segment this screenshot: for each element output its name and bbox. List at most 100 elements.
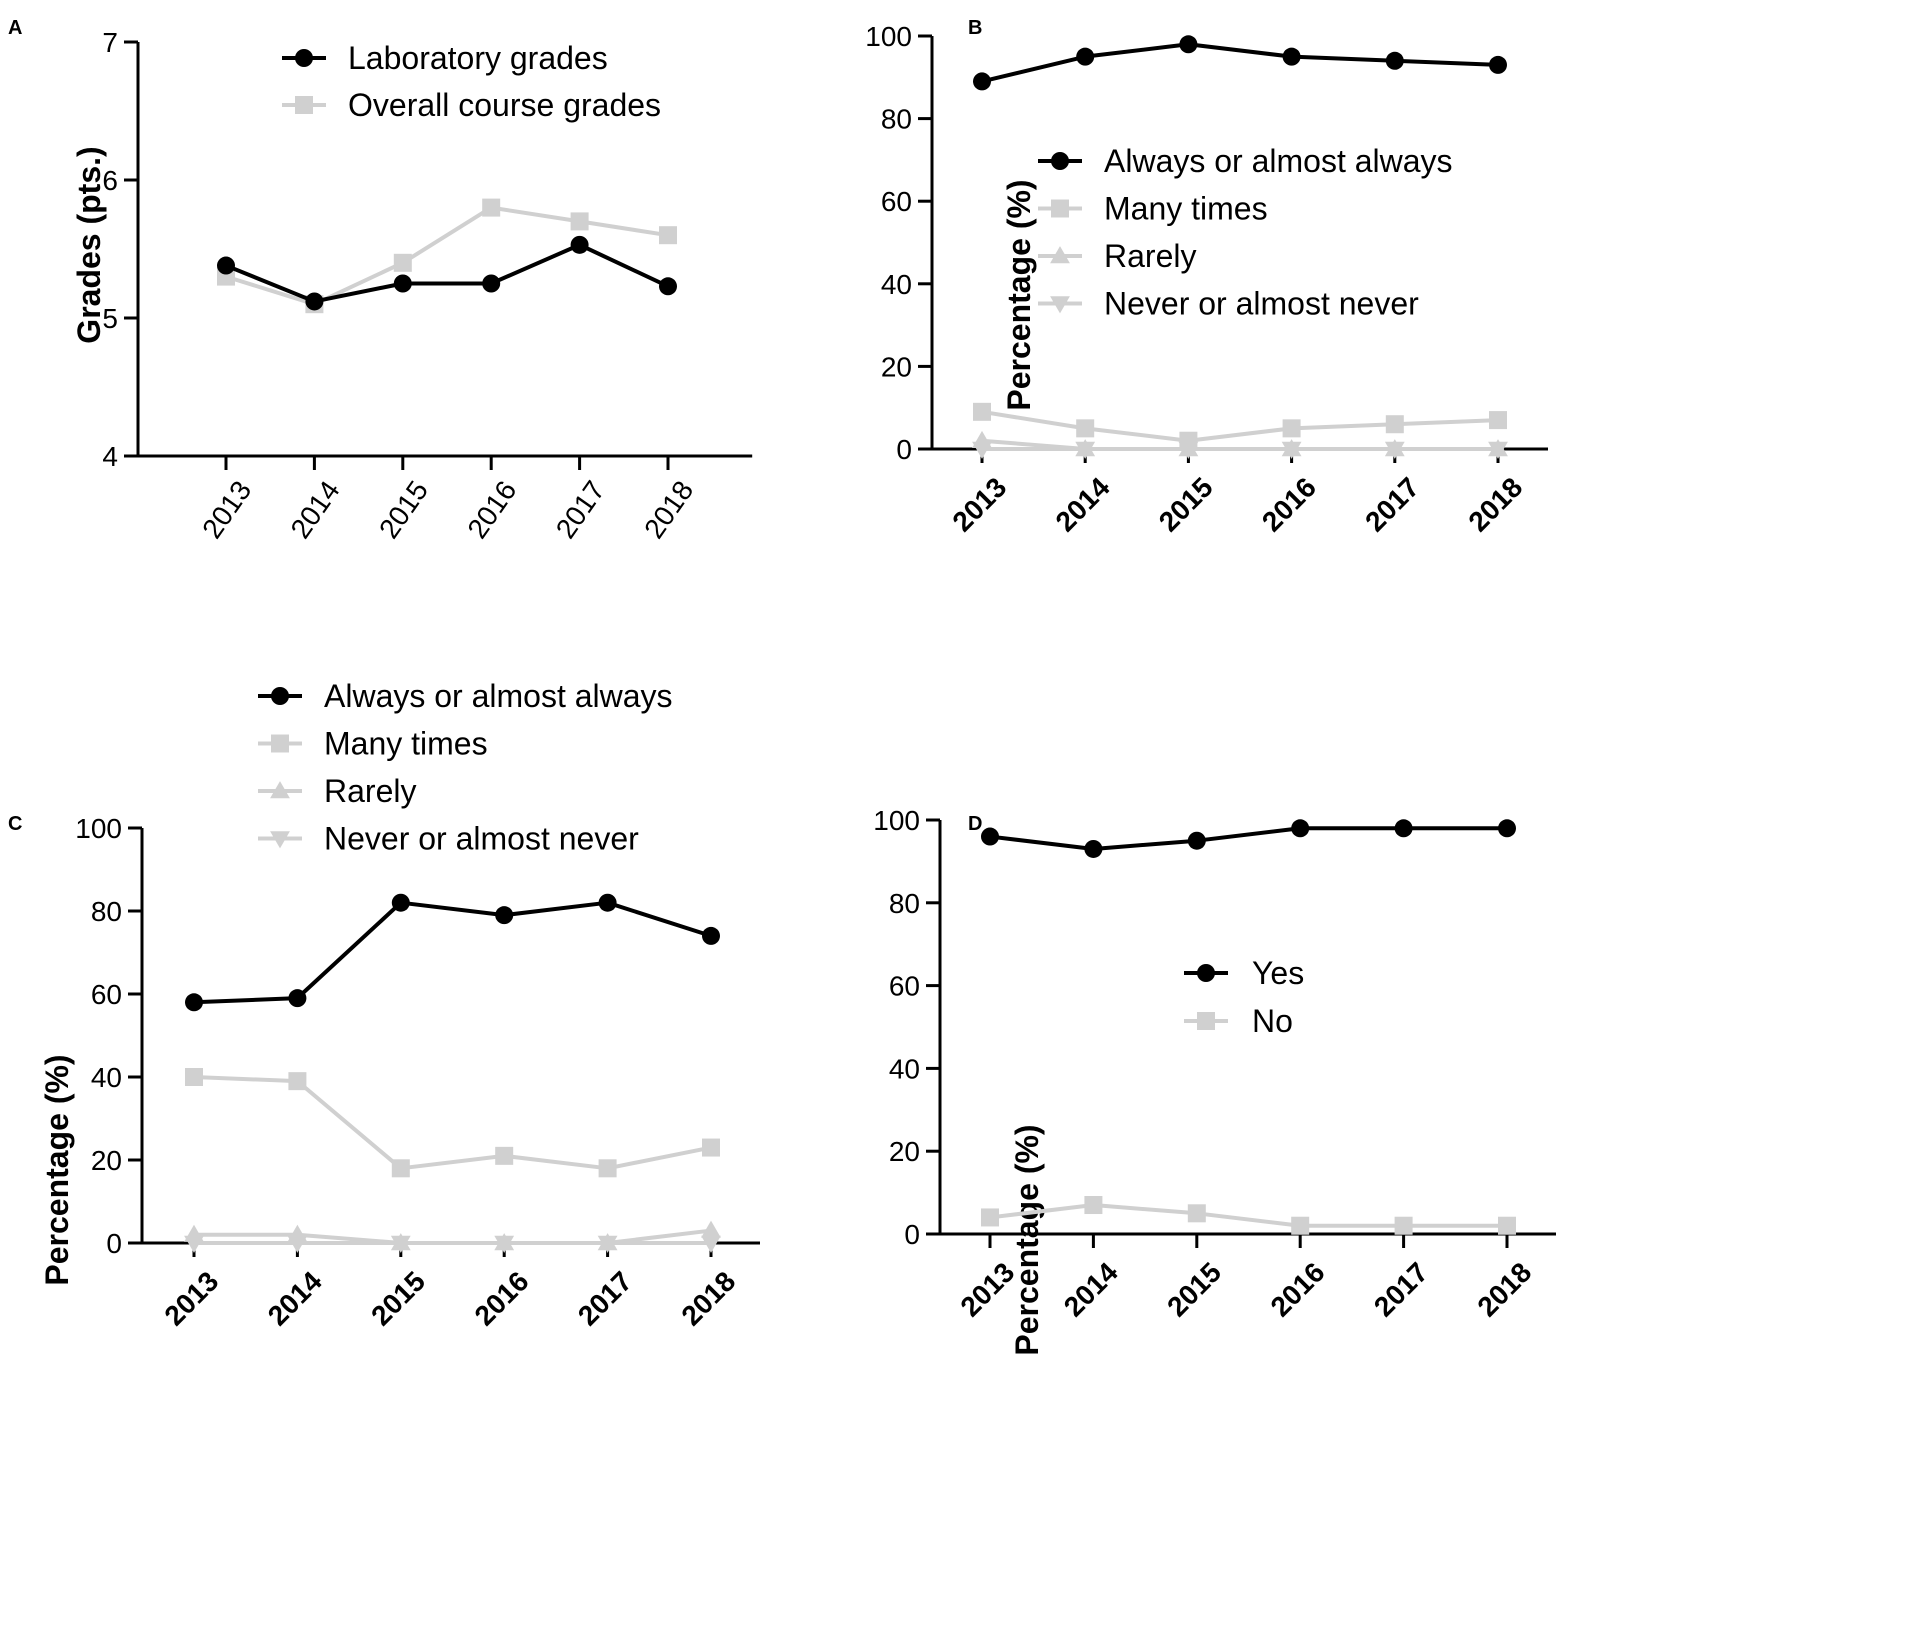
panel-b-data-point [1385, 415, 1404, 434]
panel-b-legend-marker [1050, 246, 1070, 264]
panel-b-data-point [1385, 51, 1404, 70]
panel-b-legend-label: Always or almost always [1104, 143, 1453, 179]
panel-c-letter: C [8, 813, 22, 835]
panel-b-data-point [973, 402, 991, 421]
panel-c-data-point [185, 1068, 203, 1086]
panel-a-letter: A [8, 17, 22, 39]
panel-b-letter: B [968, 17, 982, 39]
panel-c-data-point [702, 926, 720, 945]
panel-d-legend: Yes No [1184, 955, 1304, 1039]
panel-c-data-point [495, 1146, 514, 1165]
panel-c-legend: Always or almost always Many times Rarely N… [258, 678, 673, 857]
panel-b-series-line [981, 42, 1499, 84]
panel-b-y-tick-label: 60 [881, 186, 912, 217]
panel-b-legend: Always or almost always Many times Rarely N… [1038, 143, 1453, 322]
panel-c-data-point [597, 1233, 618, 1251]
panel-c-data-point [598, 1159, 617, 1178]
panel-c-series-line [193, 1075, 712, 1171]
panel-b-data-point [1179, 431, 1198, 450]
panel-c-data-point [288, 1072, 307, 1091]
panel-c-y-tick-label: 100 [75, 813, 122, 844]
panel-d-data-point [1084, 839, 1103, 858]
panel-a-y-tick-label: 6 [102, 165, 118, 196]
panel-d-data-point [981, 827, 999, 846]
panel-b-y-tick-label: 20 [881, 351, 912, 382]
panel-d-legend-label: No [1252, 1003, 1293, 1039]
panel-c-data-point [185, 993, 203, 1012]
panel-d-y-axis-label: Percentage (%) [1009, 1124, 1045, 1355]
panel-b-legend-label: Rarely [1104, 238, 1196, 274]
panel-a-data-point [305, 292, 324, 311]
panel-b-series-line [981, 409, 1499, 443]
panel-c-data-point [391, 1159, 410, 1178]
panel-a-y-tick-label: 7 [102, 27, 118, 58]
panel-d-data-point [1187, 831, 1206, 850]
panel-b-data-point [1076, 47, 1095, 66]
panel-c-data-point [701, 1220, 721, 1238]
panel-d-data-point [1498, 1216, 1516, 1235]
panel-d-y-tick-label: 20 [889, 1136, 920, 1167]
panel-d-y-tick-label: 100 [873, 805, 920, 836]
panel-d-data-point [1187, 1204, 1206, 1223]
panel-b-data-point [1282, 419, 1301, 438]
panel-c-y-axis-label: Percentage (%) [39, 1054, 75, 1285]
panel-a-y-tick-label: 4 [102, 441, 118, 472]
panel-c-y-tick-label: 40 [91, 1062, 122, 1093]
panel-c-data-point [391, 893, 410, 912]
panel-b-data-point [972, 430, 992, 448]
panel-b-data-point [1384, 439, 1405, 457]
panel-a-series-line [225, 205, 669, 307]
panel-c-legend-marker [270, 781, 290, 799]
panel-b-legend-marker [1051, 152, 1069, 170]
panel-c-legend-label: Rarely [324, 773, 416, 809]
panel-d-legend-marker [1197, 964, 1215, 982]
panel-a-legend-label: Laboratory grades [348, 40, 608, 76]
panel-c-data-point [701, 1235, 721, 1253]
panel-b-legend-marker [1051, 199, 1069, 218]
panel-b-y-tick-label: 0 [896, 434, 912, 465]
panel-a-legend-label: Overall course grades [348, 87, 661, 123]
panel-c-data-point [287, 1224, 308, 1242]
panel-a-data-point [217, 256, 235, 275]
panel-d-letter: D [968, 813, 982, 835]
panel-d-y-tick-label: 0 [904, 1219, 920, 1250]
panel-b-data-point [1489, 55, 1507, 74]
panel-a-data-point [482, 274, 501, 293]
panel-b-series-line [981, 438, 1498, 451]
panel-d-data-point [1498, 819, 1516, 838]
panel-a-data-point [659, 226, 677, 245]
panel-a-legend: Laboratory grades Overall course grades [282, 40, 661, 123]
panel-c-legend-marker [271, 687, 289, 705]
panel-c-data-point [288, 989, 307, 1008]
panel-d-series-line [989, 1203, 1507, 1228]
panel-a-series-line [225, 242, 669, 304]
panel-d-y-tick-label: 80 [889, 888, 920, 919]
panel-c-data-point [495, 906, 514, 925]
panel-d-legend-marker [1197, 1012, 1215, 1030]
panel-d-y-tick-label: 40 [889, 1053, 920, 1084]
panel-c-legend-marker [271, 734, 289, 753]
panel-b-data-point [1075, 439, 1096, 457]
panel-c-legend-label: Many times [324, 726, 488, 762]
panel-d-data-point [1084, 1196, 1103, 1215]
panel-d-data-point [981, 1208, 999, 1227]
panel-c-legend-label: Never or almost never [324, 821, 639, 857]
panel-b-y-tick-label: 40 [881, 269, 912, 300]
panel-c-data-point [390, 1233, 411, 1251]
panel-b-data-point [1281, 439, 1302, 457]
panel-b-y-axis-label: Percentage (%) [1001, 179, 1037, 410]
panel-c-y-tick-label: 60 [91, 979, 122, 1010]
panel-c-series-line [194, 1228, 712, 1245]
panel-c-legend-label: Always or almost always [324, 678, 673, 714]
panel-a-legend-marker [295, 49, 313, 67]
panel-c-y-tick-label: 20 [91, 1145, 122, 1176]
panel-a-data-point [482, 198, 501, 217]
panel-a-data-point [393, 274, 412, 293]
panel-b-data-point [1282, 47, 1301, 66]
panel-c-data-point [702, 1138, 720, 1157]
panel-a-legend-marker [295, 96, 313, 114]
